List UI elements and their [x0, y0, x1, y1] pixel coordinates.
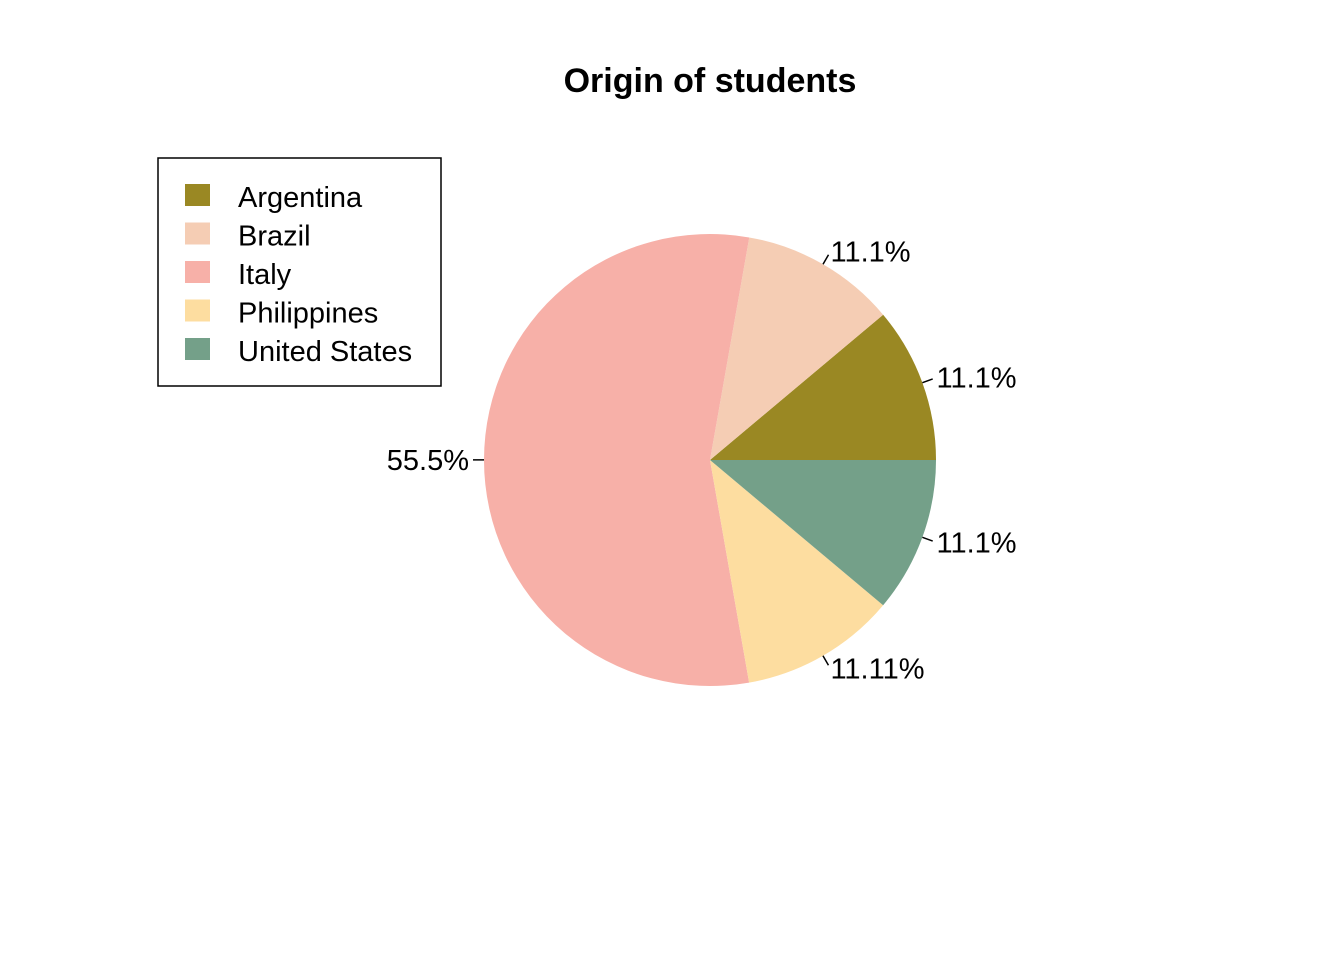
legend-box [157, 157, 442, 387]
slice-label-tick [922, 378, 933, 384]
slice-label: 55.5% [387, 445, 469, 477]
slice-label-tick [822, 254, 830, 265]
pie-slice-italy [483, 233, 750, 686]
pie-slice-argentina [710, 314, 936, 460]
slice-label: 11.11% [830, 654, 924, 686]
slice-label-tick [922, 536, 933, 542]
pie-slice-brazil [710, 237, 884, 460]
legend-swatch [185, 299, 210, 322]
legend-label: Brazil [238, 221, 311, 253]
legend-label: United States [238, 336, 412, 368]
pie-slice-united-states [710, 460, 936, 606]
legend-label: Italy [238, 259, 292, 291]
legend-swatch [185, 338, 210, 360]
legend-swatch [185, 184, 210, 206]
legend: Argentina Brazil Italy Philippines United St… [157, 157, 442, 387]
slice-label-tick [822, 655, 830, 666]
slice-labels: 11.1% 11.1% 55.5% 11.11% 11.1% [387, 236, 1017, 685]
pie-slice-philippines [710, 460, 884, 683]
slice-label: 11.1% [936, 363, 1016, 395]
slice-label: 11.1% [831, 236, 911, 268]
legend-label: Argentina [238, 182, 363, 214]
legend-swatch [185, 261, 210, 283]
pie-slices [483, 233, 936, 686]
chart-title: Origin of students [564, 62, 857, 100]
slice-label: 11.1% [936, 527, 1016, 559]
legend-label: Philippines [238, 298, 378, 330]
legend-swatch [185, 222, 210, 245]
